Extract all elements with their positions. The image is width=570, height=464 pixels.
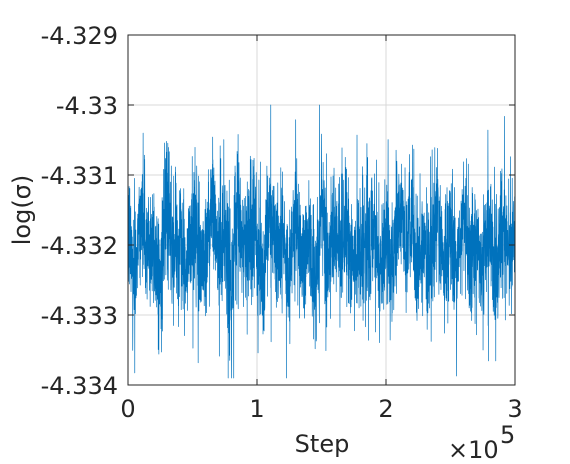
y-tick-label: -4.329 (41, 22, 118, 50)
series-line (127, 104, 516, 379)
x-exponent-label: ×10 5 (448, 421, 515, 464)
x-tick-label: 0 (120, 395, 135, 423)
x-tick-label: 1 (249, 395, 264, 423)
y-tick-label: -4.331 (41, 162, 118, 190)
tick-labels: 0 1 2 3 -4.329 -4.33 -4.331 -4.332 -4.333 -4.334 (41, 22, 523, 423)
y-tick-label: -4.333 (41, 302, 118, 330)
y-axis-label: log(σ) (8, 175, 36, 246)
tick-marks (127, 34, 516, 386)
y-tick-label: -4.332 (41, 232, 118, 260)
x-axis-label: Step (295, 430, 350, 458)
y-tick-label: -4.33 (56, 92, 118, 120)
data-layer (127, 104, 516, 379)
x-exponent-power: 5 (500, 421, 515, 449)
x-tick-label: 3 (507, 395, 522, 423)
x-tick-label: 2 (378, 395, 393, 423)
plot-frame (127, 34, 516, 386)
y-tick-label: -4.334 (41, 372, 118, 400)
x-exponent-prefix: ×10 (448, 436, 499, 464)
